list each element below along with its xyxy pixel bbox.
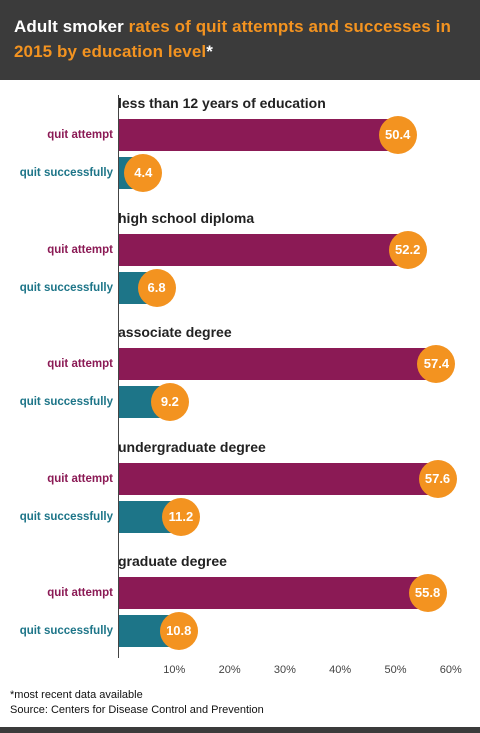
- group-title: high school diploma: [118, 209, 255, 226]
- tick-label: 20%: [218, 664, 241, 676]
- bar: [119, 119, 398, 151]
- series-label: quit successfully: [19, 281, 113, 294]
- group-title: less than 12 years of education: [118, 95, 326, 111]
- bar: [119, 348, 437, 380]
- series-label: quit successfully: [19, 396, 113, 408]
- series-label: quit attempt: [47, 358, 113, 370]
- data-label: 52.2: [388, 230, 427, 269]
- data-label: 50.4: [378, 116, 417, 154]
- title-tail: *: [206, 42, 213, 61]
- tick-label: 10%: [163, 664, 186, 676]
- series-label: quit attempt: [47, 129, 113, 141]
- series-label: quit attempt: [47, 587, 113, 599]
- bar: [119, 577, 428, 609]
- title-lead: Adult smoker: [14, 17, 129, 36]
- y-axis-line: [118, 95, 119, 658]
- tick-label: 40%: [329, 664, 352, 676]
- bottom-border: [0, 727, 480, 733]
- bar: [119, 462, 438, 495]
- data-label: 9.2: [150, 383, 189, 421]
- data-label: 55.8: [408, 574, 447, 612]
- header-banner: Adult smoker rates of quit attempts and …: [0, 0, 480, 80]
- bar: [119, 233, 408, 266]
- tick-label: 50%: [384, 664, 407, 676]
- series-label: quit attempt: [47, 243, 113, 256]
- footnote-note: *most recent data available: [10, 689, 143, 701]
- footnote-source: Source: Centers for Disease Control and …: [10, 704, 264, 716]
- title-highlight: rates of quit attempts and successes in …: [14, 17, 451, 61]
- series-label: quit attempt: [47, 472, 113, 485]
- tick-label: 30%: [273, 664, 296, 676]
- data-label: 4.4: [124, 154, 163, 192]
- series-label: quit successfully: [19, 167, 113, 179]
- data-label: 6.8: [137, 268, 176, 307]
- series-label: quit successfully: [19, 625, 113, 637]
- group-title: associate degree: [118, 324, 232, 340]
- footnotes: *most recent data available Source: Cent…: [10, 688, 264, 718]
- data-label: 57.6: [418, 459, 457, 498]
- series-label: quit successfully: [19, 510, 113, 523]
- data-label: 10.8: [159, 612, 198, 650]
- chart-title: Adult smoker rates of quit attempts and …: [14, 14, 469, 64]
- group-title: undergraduate degree: [118, 438, 266, 455]
- data-label: 57.4: [417, 345, 456, 383]
- tick-label: 60%: [439, 664, 462, 676]
- group-title: graduate degree: [118, 553, 227, 569]
- data-label: 11.2: [161, 497, 200, 536]
